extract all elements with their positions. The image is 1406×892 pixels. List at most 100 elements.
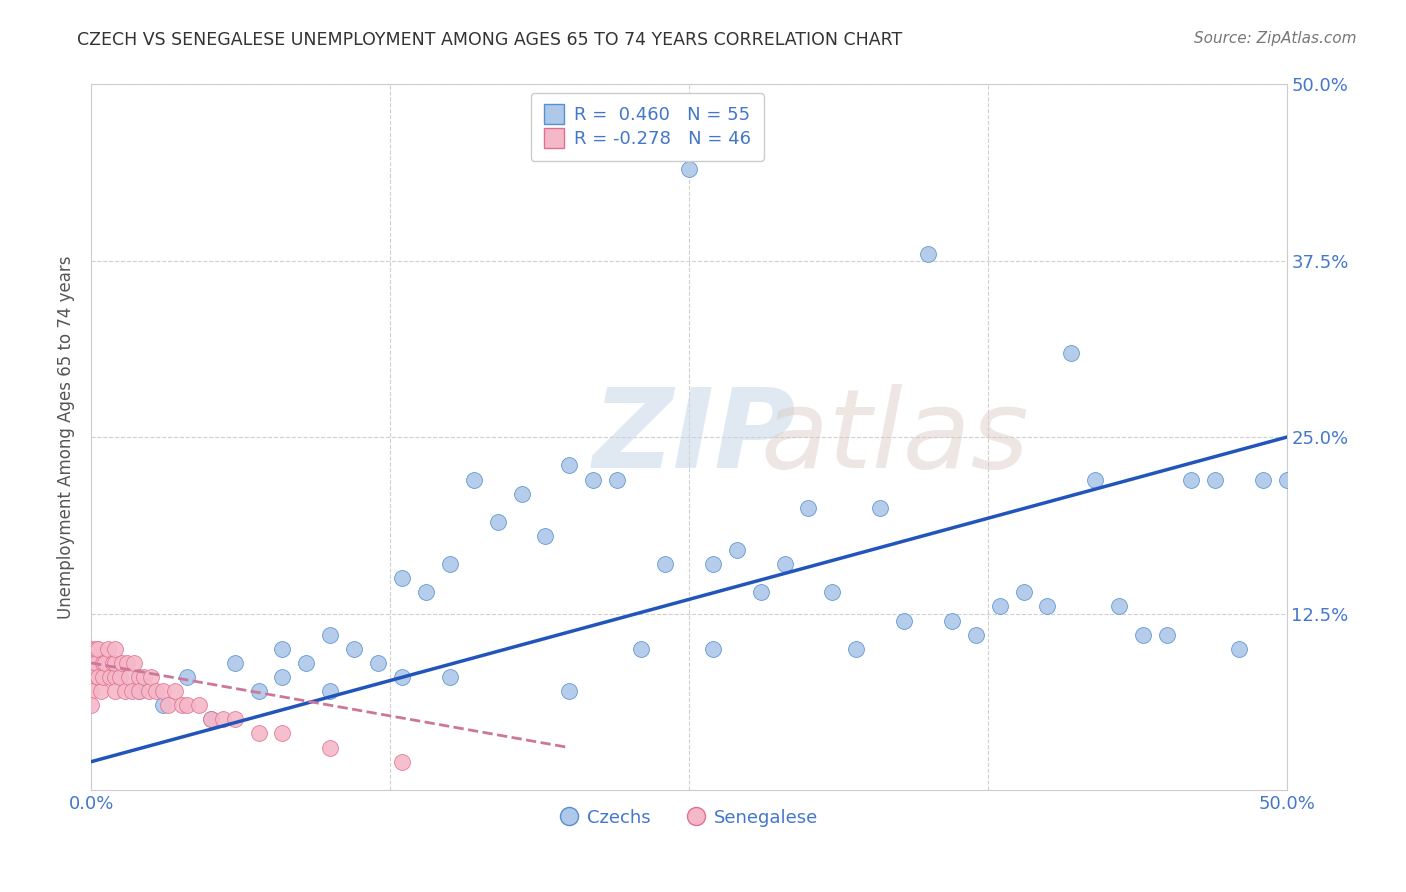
Point <box>114 684 136 698</box>
Point <box>988 599 1011 614</box>
Point <box>247 684 270 698</box>
Point <box>271 670 294 684</box>
Point <box>702 641 724 656</box>
Point <box>965 628 987 642</box>
Point <box>534 529 557 543</box>
Point <box>319 684 342 698</box>
Point <box>558 458 581 473</box>
Point <box>152 698 174 713</box>
Legend: Czechs, Senegalese: Czechs, Senegalese <box>553 801 825 834</box>
Point <box>80 656 103 670</box>
Point <box>87 641 110 656</box>
Point <box>725 543 748 558</box>
Point <box>121 684 143 698</box>
Point <box>200 712 222 726</box>
Point <box>91 670 114 684</box>
Point <box>98 670 121 684</box>
Point <box>128 684 150 698</box>
Point <box>115 656 138 670</box>
Point <box>176 698 198 713</box>
Point <box>319 628 342 642</box>
Point <box>821 585 844 599</box>
Point <box>224 656 246 670</box>
Point <box>91 656 114 670</box>
Point <box>1251 473 1274 487</box>
Point <box>486 515 509 529</box>
Point <box>104 684 127 698</box>
Point <box>128 670 150 684</box>
Point <box>1180 473 1202 487</box>
Point <box>917 246 939 260</box>
Point <box>90 684 112 698</box>
Point <box>678 162 700 177</box>
Point <box>139 670 162 684</box>
Point <box>797 500 820 515</box>
Point <box>463 473 485 487</box>
Point <box>295 656 318 670</box>
Point <box>343 641 366 656</box>
Point <box>108 670 131 684</box>
Point <box>439 557 461 571</box>
Point <box>1227 641 1250 656</box>
Point <box>391 755 413 769</box>
Point <box>128 684 150 698</box>
Point <box>439 670 461 684</box>
Point <box>156 698 179 713</box>
Point <box>104 670 127 684</box>
Point <box>80 684 103 698</box>
Point <box>1060 345 1083 359</box>
Point <box>132 670 155 684</box>
Point <box>1132 628 1154 642</box>
Point <box>630 641 652 656</box>
Point <box>163 684 186 698</box>
Point <box>702 557 724 571</box>
Point <box>80 670 103 684</box>
Point <box>558 684 581 698</box>
Point <box>97 641 120 656</box>
Point <box>1156 628 1178 642</box>
Point <box>104 641 127 656</box>
Point <box>84 641 107 656</box>
Point <box>582 473 605 487</box>
Point <box>122 656 145 670</box>
Point <box>80 698 103 713</box>
Point <box>247 726 270 740</box>
Point <box>111 656 134 670</box>
Point <box>415 585 437 599</box>
Point <box>80 641 103 656</box>
Point <box>84 656 107 670</box>
Point <box>211 712 233 726</box>
Y-axis label: Unemployment Among Ages 65 to 74 years: Unemployment Among Ages 65 to 74 years <box>58 255 75 619</box>
Point <box>869 500 891 515</box>
Point <box>200 712 222 726</box>
Point <box>187 698 209 713</box>
Point <box>94 656 117 670</box>
Point <box>118 670 141 684</box>
Point <box>606 473 628 487</box>
Point <box>224 712 246 726</box>
Text: Source: ZipAtlas.com: Source: ZipAtlas.com <box>1194 31 1357 46</box>
Point <box>1108 599 1130 614</box>
Point <box>749 585 772 599</box>
Point <box>138 684 160 698</box>
Text: CZECH VS SENEGALESE UNEMPLOYMENT AMONG AGES 65 TO 74 YEARS CORRELATION CHART: CZECH VS SENEGALESE UNEMPLOYMENT AMONG A… <box>77 31 903 49</box>
Point <box>773 557 796 571</box>
Point <box>1084 473 1107 487</box>
Point <box>845 641 868 656</box>
Point <box>271 726 294 740</box>
Point <box>1036 599 1059 614</box>
Point <box>1012 585 1035 599</box>
Point <box>104 656 127 670</box>
Point <box>1275 473 1298 487</box>
Point <box>941 614 963 628</box>
Point <box>176 670 198 684</box>
Point <box>367 656 389 670</box>
Point <box>391 670 413 684</box>
Point <box>510 486 533 500</box>
Point <box>893 614 915 628</box>
Point <box>145 684 167 698</box>
Point <box>87 670 110 684</box>
Point <box>391 571 413 585</box>
Point <box>170 698 193 713</box>
Text: atlas: atlas <box>761 384 1029 491</box>
